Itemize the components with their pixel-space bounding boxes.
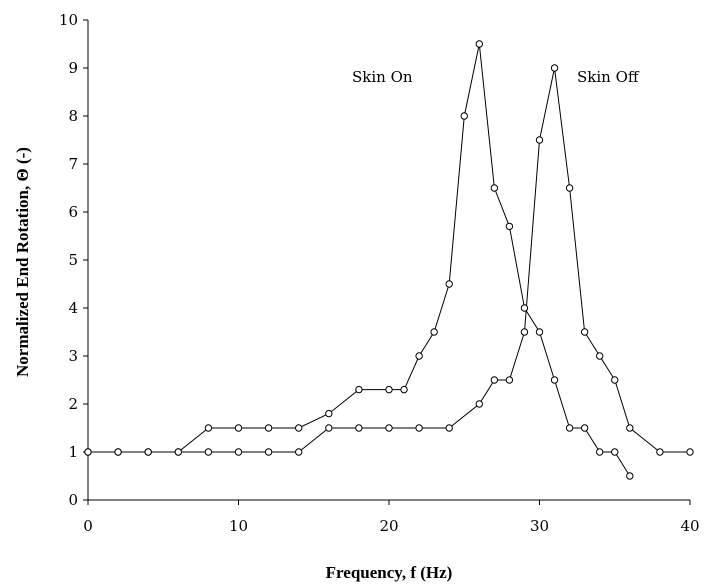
data-point-series-1 — [385, 424, 393, 432]
y-tick-label: 5 — [68, 251, 78, 269]
data-point-series-1 — [355, 424, 363, 432]
data-point-series-0 — [505, 222, 514, 231]
data-point-series-1 — [596, 352, 604, 360]
data-point-series-0 — [626, 472, 634, 480]
y-tick-label: 9 — [68, 59, 78, 77]
markers — [84, 40, 694, 480]
data-point-series-1 — [234, 448, 243, 456]
data-point-series-1 — [520, 328, 529, 336]
data-point-series-1 — [550, 64, 559, 72]
data-point-series-1 — [204, 448, 213, 456]
data-point-series-0 — [400, 385, 408, 394]
data-point-series-0 — [355, 385, 363, 394]
x-tick-label: 40 — [680, 517, 699, 535]
data-point-series-0 — [385, 385, 393, 394]
y-tick-label: 10 — [59, 11, 78, 29]
data-point-series-1 — [535, 136, 544, 144]
data-point-series-1 — [415, 424, 423, 432]
y-tick-label: 4 — [68, 299, 78, 317]
annotation-skin-off: Skin Off — [577, 68, 640, 86]
data-point-series-1 — [565, 184, 574, 192]
data-point-series-0 — [490, 184, 499, 192]
data-point-series-1 — [84, 448, 92, 456]
data-point-series-1 — [295, 448, 303, 456]
x-tick-label: 0 — [83, 517, 93, 535]
x-tick-label: 30 — [530, 517, 549, 535]
y-axis-title: Normalized End Rotation, Θ (-) — [13, 147, 32, 377]
data-point-series-1 — [475, 400, 483, 408]
data-point-series-0 — [445, 280, 453, 288]
data-point-series-1 — [114, 448, 122, 456]
data-point-series-0 — [520, 304, 529, 312]
data-point-series-1 — [505, 376, 514, 384]
data-point-series-0 — [264, 424, 273, 432]
data-point-series-0 — [596, 448, 604, 456]
data-point-series-0 — [565, 424, 574, 432]
y-tick-label: 2 — [68, 395, 78, 413]
data-point-series-0 — [415, 352, 423, 360]
y-tick-label: 1 — [68, 443, 78, 461]
y-tick-label: 6 — [68, 203, 78, 221]
data-point-series-0 — [325, 409, 333, 418]
annotation-skin-on: Skin On — [352, 68, 413, 86]
x-tick-label: 20 — [379, 517, 398, 535]
data-point-series-1 — [580, 328, 589, 336]
data-point-series-1 — [325, 424, 333, 432]
y-tick-label: 3 — [68, 347, 78, 365]
data-point-series-1 — [445, 424, 453, 432]
data-point-series-1 — [686, 448, 694, 456]
data-point-series-0 — [550, 376, 559, 384]
series-lines — [88, 43, 690, 477]
ticks — [83, 19, 691, 505]
tick-labels: 0 1 2 3 4 5 6 7 8 9 10 0 10 20 30 40 — [59, 11, 700, 535]
data-point-series-0 — [430, 328, 438, 336]
y-tick-label: 7 — [68, 155, 78, 173]
x-axis-title: Frequency, f (Hz) — [326, 563, 453, 582]
data-point-series-0 — [475, 40, 483, 48]
data-point-series-1 — [174, 448, 183, 456]
data-point-series-1 — [144, 448, 152, 456]
data-point-series-1 — [626, 424, 634, 432]
series-line-1 — [88, 67, 690, 453]
data-point-series-0 — [460, 112, 468, 120]
data-point-series-0 — [204, 424, 213, 432]
data-point-series-0 — [234, 424, 243, 432]
data-point-series-0 — [611, 448, 619, 456]
data-point-series-1 — [611, 376, 619, 384]
data-point-series-0 — [295, 424, 303, 432]
data-point-series-1 — [264, 448, 273, 456]
data-point-series-0 — [580, 424, 589, 432]
x-tick-label: 10 — [229, 517, 248, 535]
data-point-series-0 — [535, 328, 544, 336]
series-line-0 — [88, 43, 631, 477]
y-tick-label: 0 — [68, 491, 78, 509]
data-point-series-1 — [656, 448, 664, 456]
y-tick-label: 8 — [68, 107, 78, 125]
data-point-series-1 — [490, 376, 499, 384]
